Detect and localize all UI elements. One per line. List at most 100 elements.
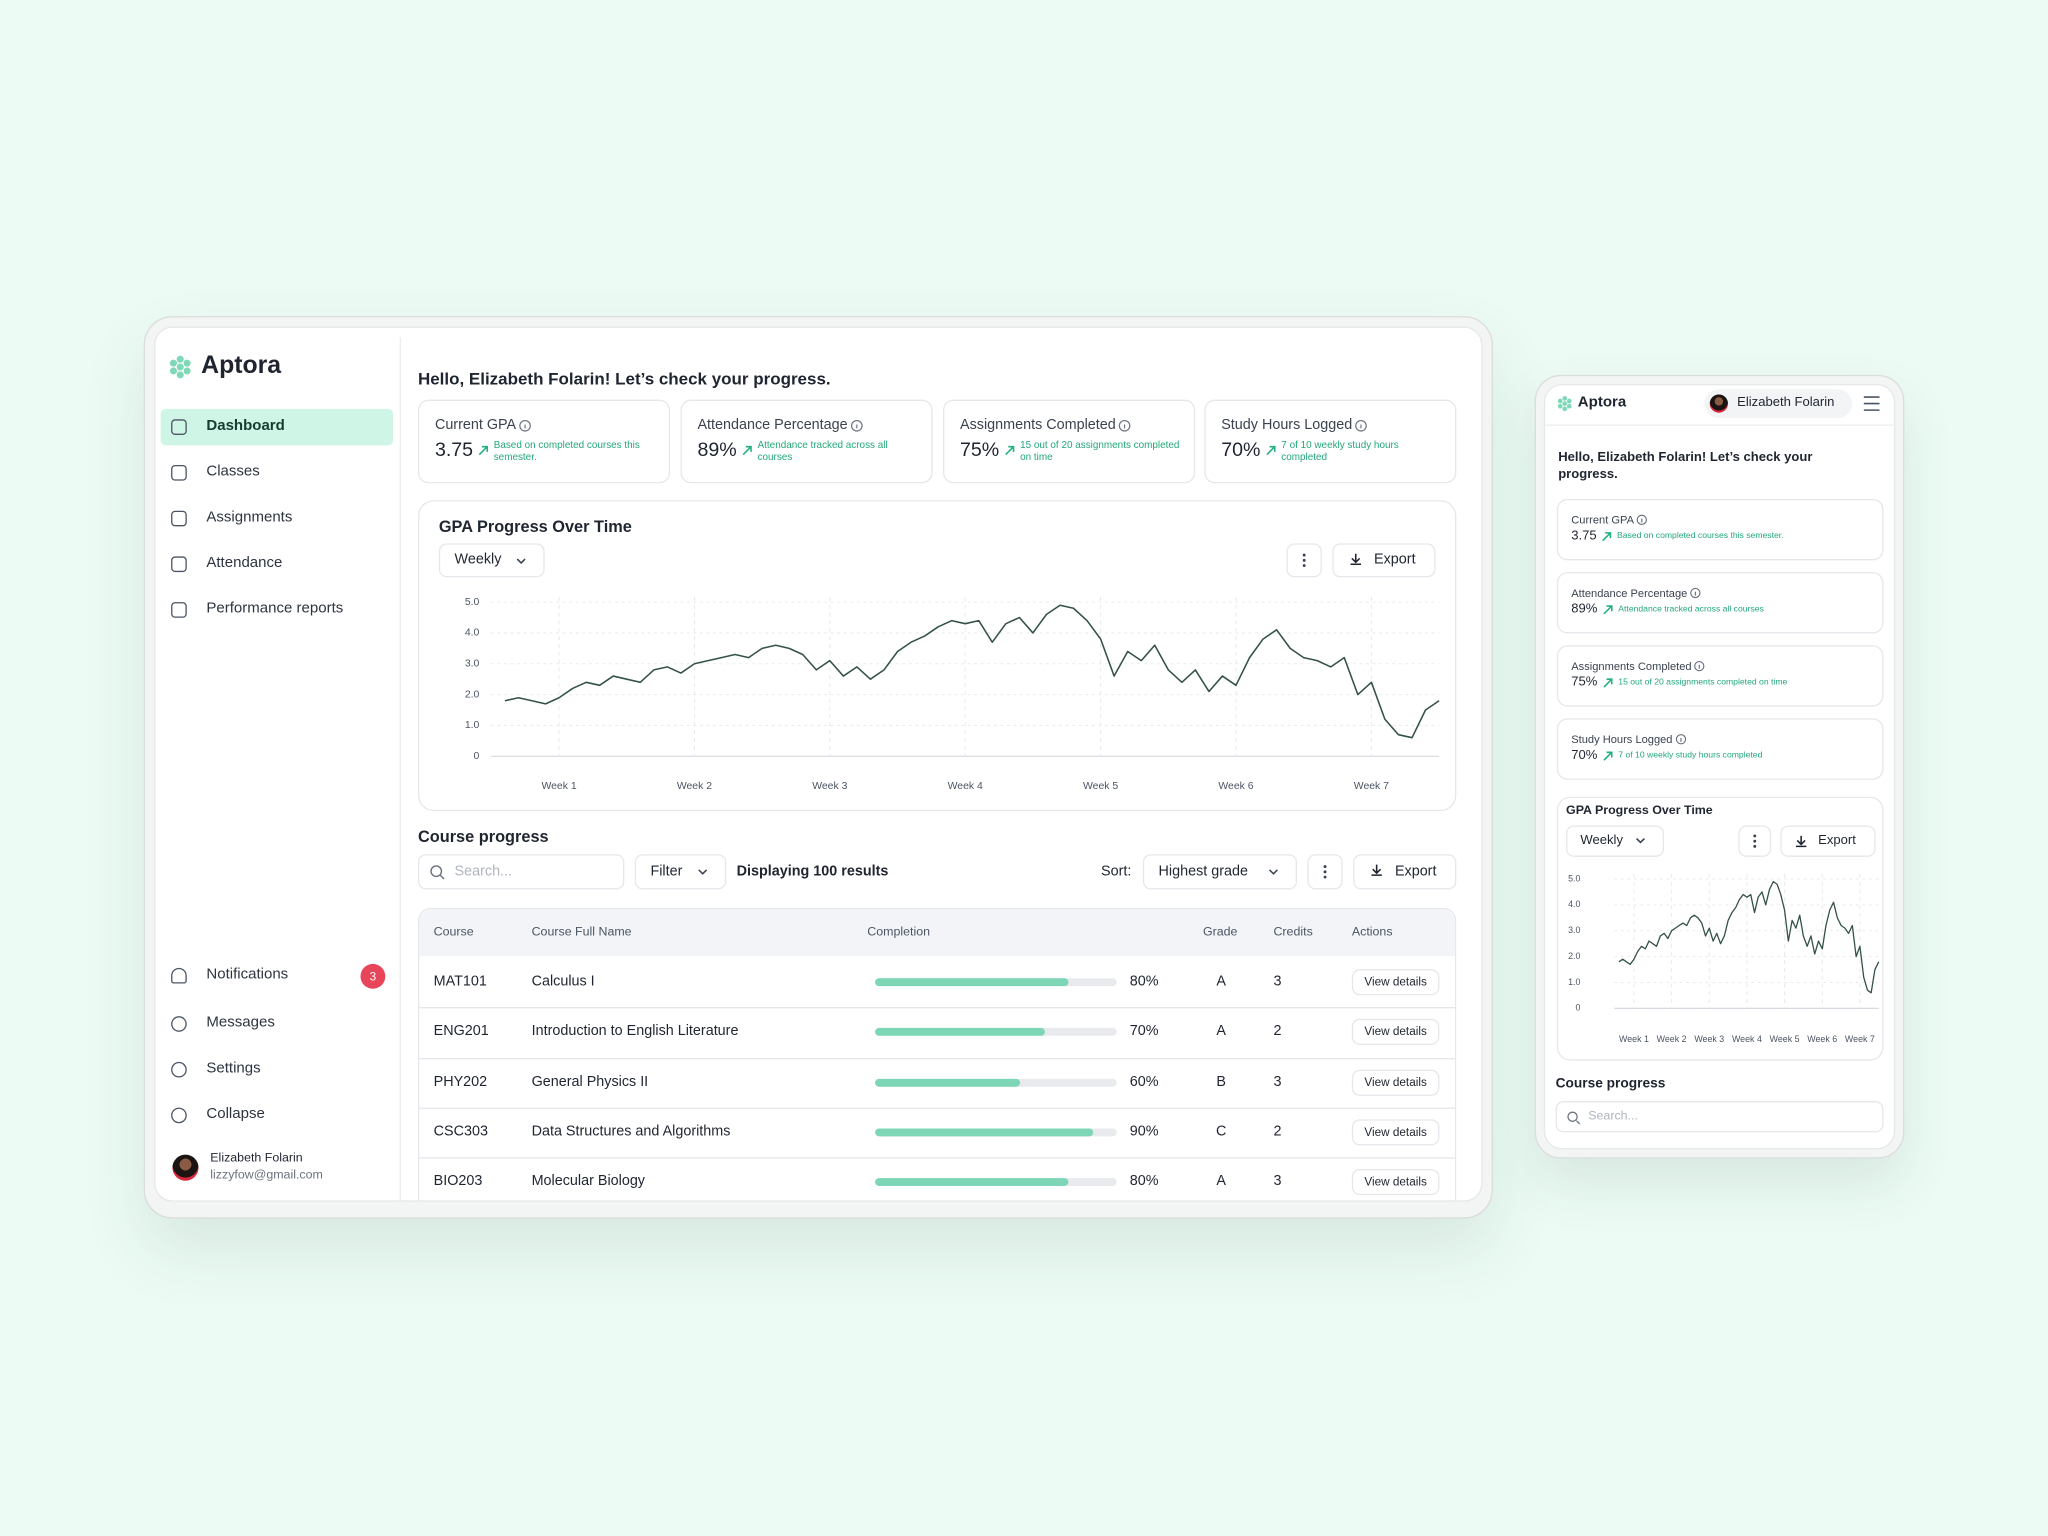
more-button[interactable] — [1307, 854, 1343, 890]
completion-label: 80% — [1129, 973, 1159, 990]
stat-label: Attendance Percentage — [697, 417, 848, 433]
avatar — [172, 1154, 199, 1181]
stat-value: 70% — [1221, 438, 1261, 462]
grade: C — [1216, 1123, 1227, 1140]
stat-value: 3.75 — [434, 438, 474, 462]
search-placeholder: Search... — [1588, 1109, 1638, 1124]
course-name: Data Structures and Algorithms — [531, 1123, 731, 1140]
stat-note: Attendance tracked across all courses — [757, 438, 888, 464]
nav-icon — [171, 510, 187, 527]
view-details-button[interactable] — [1351, 1169, 1440, 1196]
completion-label: 90% — [1129, 1123, 1159, 1140]
grade: A — [1216, 1173, 1227, 1190]
chart-card — [417, 500, 1457, 812]
user-name: Elizabeth Folarin — [210, 1151, 303, 1166]
chart-card — [1556, 796, 1884, 1061]
stat-label: Assignments Completed — [960, 417, 1116, 433]
course-code: ENG201 — [433, 1023, 489, 1040]
view-details-button[interactable] — [1351, 1069, 1440, 1096]
nav-item[interactable]: Assignments — [206, 509, 293, 526]
column-header: Actions — [1351, 925, 1393, 940]
stat-value: 75% — [1571, 675, 1598, 690]
stat-card — [417, 399, 671, 484]
nav-item[interactable]: Performance reports — [206, 600, 344, 617]
sort-value: Highest grade — [1158, 863, 1249, 880]
user-name: Elizabeth Folarin — [1737, 395, 1835, 411]
view-details-button[interactable] — [1351, 969, 1440, 996]
nav-item[interactable]: Classes — [206, 463, 260, 480]
search-placeholder: Search... — [454, 863, 513, 880]
results-count: Displaying 100 results — [736, 863, 889, 880]
search-box[interactable] — [1555, 1101, 1884, 1133]
progress-bar — [875, 1128, 1093, 1137]
course-name: Calculus I — [531, 973, 595, 990]
view-details-label: View details — [1364, 975, 1427, 989]
nav-item[interactable]: Notifications — [206, 966, 289, 983]
stat-value: 75% — [960, 438, 1000, 462]
stat-label: Current GPA — [1571, 513, 1635, 527]
course-code: BIO203 — [433, 1173, 483, 1190]
nav-item[interactable]: Dashboard — [206, 418, 285, 434]
export-button[interactable] — [1353, 854, 1457, 890]
stat-note: 7 of 10 weekly study hours completed — [1281, 438, 1399, 464]
nav-icon — [171, 419, 187, 435]
view-details-label: View details — [1364, 1125, 1427, 1139]
export-label: Export — [1374, 551, 1416, 568]
column-header: Credits — [1273, 925, 1313, 940]
nav-item[interactable]: Settings — [206, 1060, 261, 1077]
nav-item[interactable]: Collapse — [206, 1106, 265, 1123]
grade: A — [1216, 1023, 1227, 1040]
row-divider — [419, 1107, 1456, 1109]
nav-icon — [171, 556, 187, 573]
grade: B — [1216, 1073, 1227, 1090]
avatar — [1709, 394, 1729, 413]
chart-title: GPA Progress Over Time — [438, 517, 632, 537]
badge — [360, 963, 386, 989]
search-box[interactable] — [417, 854, 625, 890]
credits: 2 — [1273, 1123, 1282, 1140]
stat-note: Based on completed courses this semester… — [493, 438, 640, 464]
nav-item[interactable]: Messages — [206, 1014, 275, 1031]
more-button[interactable] — [1286, 543, 1322, 578]
row-divider — [419, 1007, 1456, 1009]
period-label: Weekly — [454, 551, 502, 568]
more-button[interactable] — [1738, 825, 1772, 857]
period-select[interactable] — [1566, 825, 1665, 857]
row-divider — [419, 1057, 1456, 1059]
credits: 3 — [1273, 973, 1282, 990]
progress-bar — [875, 1028, 1045, 1037]
greeting: Hello, Elizabeth Folarin! Let’s check yo… — [417, 368, 831, 389]
nav-icon — [171, 967, 187, 984]
grade: A — [1216, 973, 1227, 990]
view-details-button[interactable] — [1351, 1019, 1440, 1046]
period-select[interactable] — [438, 543, 545, 578]
tablet-screen — [154, 326, 1483, 1202]
nav-item[interactable]: Attendance — [206, 555, 283, 571]
export-button[interactable] — [1780, 825, 1876, 857]
view-details-button[interactable] — [1351, 1119, 1440, 1146]
nav-icon — [171, 1061, 187, 1078]
stat-value: 89% — [697, 438, 737, 462]
course-name: General Physics II — [531, 1073, 649, 1090]
column-header: Course Full Name — [531, 925, 632, 940]
nav-active-bg — [160, 408, 394, 446]
credits: 3 — [1273, 1073, 1282, 1090]
stat-label: Study Hours Logged — [1221, 417, 1353, 433]
brand: Aptora — [201, 352, 282, 380]
view-details-label: View details — [1364, 1175, 1427, 1189]
view-details-label: View details — [1364, 1025, 1427, 1039]
stat-card — [1556, 498, 1884, 561]
stat-value: 89% — [1571, 602, 1598, 617]
export-label: Export — [1394, 863, 1437, 880]
filter-button[interactable] — [634, 854, 727, 890]
stat-card — [943, 399, 1196, 484]
course-code: PHY202 — [433, 1073, 488, 1090]
sort-select[interactable] — [1142, 854, 1297, 890]
filter-label: Filter — [650, 863, 683, 880]
table — [417, 907, 1457, 1202]
course-code: CSC303 — [433, 1123, 488, 1140]
stat-note: Based on completed courses this semester… — [1616, 531, 1784, 541]
stat-note: 15 out of 20 assignments completed on ti… — [1618, 677, 1788, 688]
export-button[interactable] — [1332, 543, 1436, 578]
